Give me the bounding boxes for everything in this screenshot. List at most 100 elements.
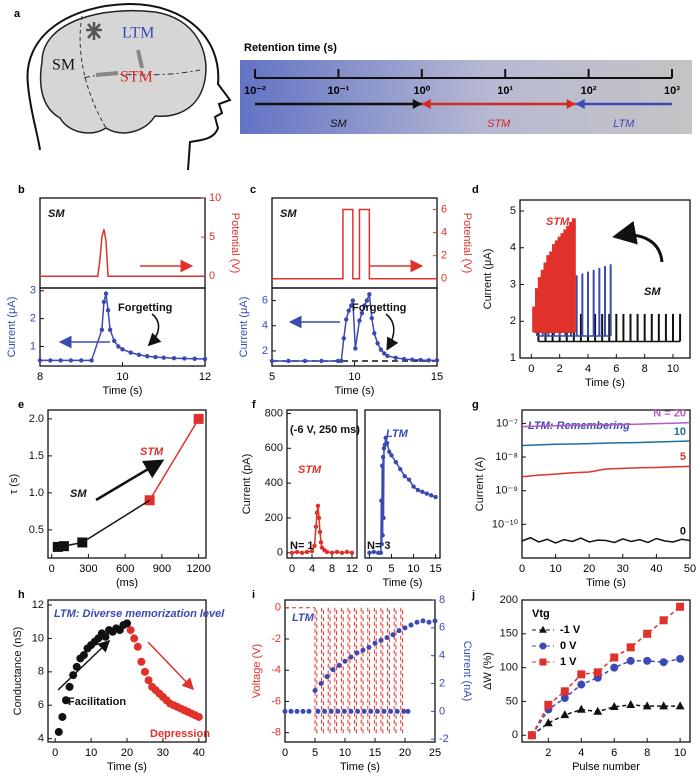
marker (378, 637, 384, 643)
marker (319, 358, 324, 364)
brain-division (83, 69, 201, 79)
marker (432, 618, 438, 624)
marker (393, 355, 398, 361)
x-tick-label: 20 (121, 747, 133, 759)
marker (366, 644, 372, 650)
brain-diagram: SM LTM STM (26, 2, 232, 171)
marker (128, 350, 133, 355)
marker (675, 701, 685, 710)
x-tick-label: 6 (613, 363, 619, 375)
timeline-title: Retention time (s) (244, 42, 337, 54)
marker (288, 708, 294, 714)
marker (659, 616, 668, 625)
marker (107, 327, 113, 332)
marker (368, 708, 374, 714)
marker (294, 708, 300, 714)
y-tick-label: 1 (510, 352, 516, 364)
arrow (147, 313, 162, 347)
legend-title: Vtg (532, 608, 550, 620)
y2-tick-label: 8 (439, 594, 445, 606)
series-line (40, 229, 205, 278)
plot-frame (519, 199, 691, 359)
marker (330, 667, 336, 673)
marker (306, 708, 312, 714)
y-axis-label: τ (s) (8, 474, 20, 494)
panel-label: c (250, 184, 256, 196)
y2-tick-label: 0 (439, 705, 445, 717)
marker (387, 449, 392, 454)
marker (401, 356, 407, 362)
marker (384, 635, 390, 641)
arrowhead (412, 99, 422, 109)
y-axis-label: ΔW (%) (482, 652, 494, 690)
marker (576, 704, 586, 713)
x-tick-label: 0 (528, 363, 534, 375)
marker (116, 344, 121, 349)
x-axis-label: Time (s) (340, 761, 380, 773)
marker (371, 549, 377, 555)
series-line (531, 606, 681, 736)
marker (348, 708, 354, 714)
marker (324, 674, 330, 680)
pulse (380, 607, 384, 734)
y-tick-label: 1.5 (29, 450, 44, 462)
marker (58, 712, 67, 721)
marker (355, 708, 361, 714)
x-tick-label: 1200 (186, 563, 210, 575)
series-line (272, 208, 437, 280)
marker (610, 663, 619, 672)
marker (406, 477, 412, 482)
y-tick-label: 2.0 (29, 413, 44, 425)
marker (593, 668, 602, 677)
plot-frame (286, 409, 358, 559)
x-tick-label: 4 (309, 563, 315, 575)
arrow (57, 639, 111, 691)
x-tick-label: 300 (79, 563, 97, 575)
marker (378, 347, 384, 352)
panel-label: d (472, 184, 479, 196)
marker (334, 549, 340, 555)
x-tick-label: 10⁰ (413, 85, 430, 97)
marker (339, 550, 345, 555)
legend-label: 10 (674, 426, 686, 438)
pulse (373, 607, 377, 734)
marker (312, 543, 317, 549)
marker (420, 618, 426, 624)
marker (414, 619, 420, 625)
marker (401, 708, 407, 714)
marker (405, 708, 411, 714)
x-tick-label: 12 (346, 563, 358, 575)
legend-label: Facilitation (68, 696, 126, 708)
panel-label: i (252, 589, 255, 601)
marker (433, 494, 438, 500)
y-tick-label: 400 (265, 477, 283, 489)
y2-axis-label: Potential (V) (461, 213, 473, 274)
x-axis-label: Time (s) (585, 377, 625, 389)
x-tick-label: 8 (329, 563, 335, 575)
panel-label: e (18, 399, 24, 411)
y-tick-label: 2 (30, 313, 36, 325)
marker (69, 671, 78, 680)
marker (642, 701, 652, 710)
y-tick-label: 200 (265, 512, 283, 524)
chart-title: SM (48, 208, 65, 220)
y-tick-label: 10⁻⁸ (495, 451, 518, 463)
y-tick-label: 200 (500, 594, 518, 606)
pulse (347, 607, 351, 734)
arrowhead (575, 99, 585, 109)
pulse (400, 607, 404, 734)
marker (364, 298, 370, 303)
panel-label: b (18, 184, 25, 196)
marker (384, 440, 390, 446)
annotation: SM (644, 286, 661, 298)
y-tick-label: 10 (32, 632, 44, 644)
plot-frame (364, 409, 441, 559)
series-line (521, 465, 691, 478)
marker (300, 708, 306, 714)
y2-tick-label: 2 (439, 677, 445, 689)
range-name: STM (487, 118, 511, 130)
x-tick-label: 10⁻² (244, 85, 266, 97)
brain (39, 9, 207, 134)
panel-label: h (18, 589, 25, 601)
marker (329, 550, 335, 555)
